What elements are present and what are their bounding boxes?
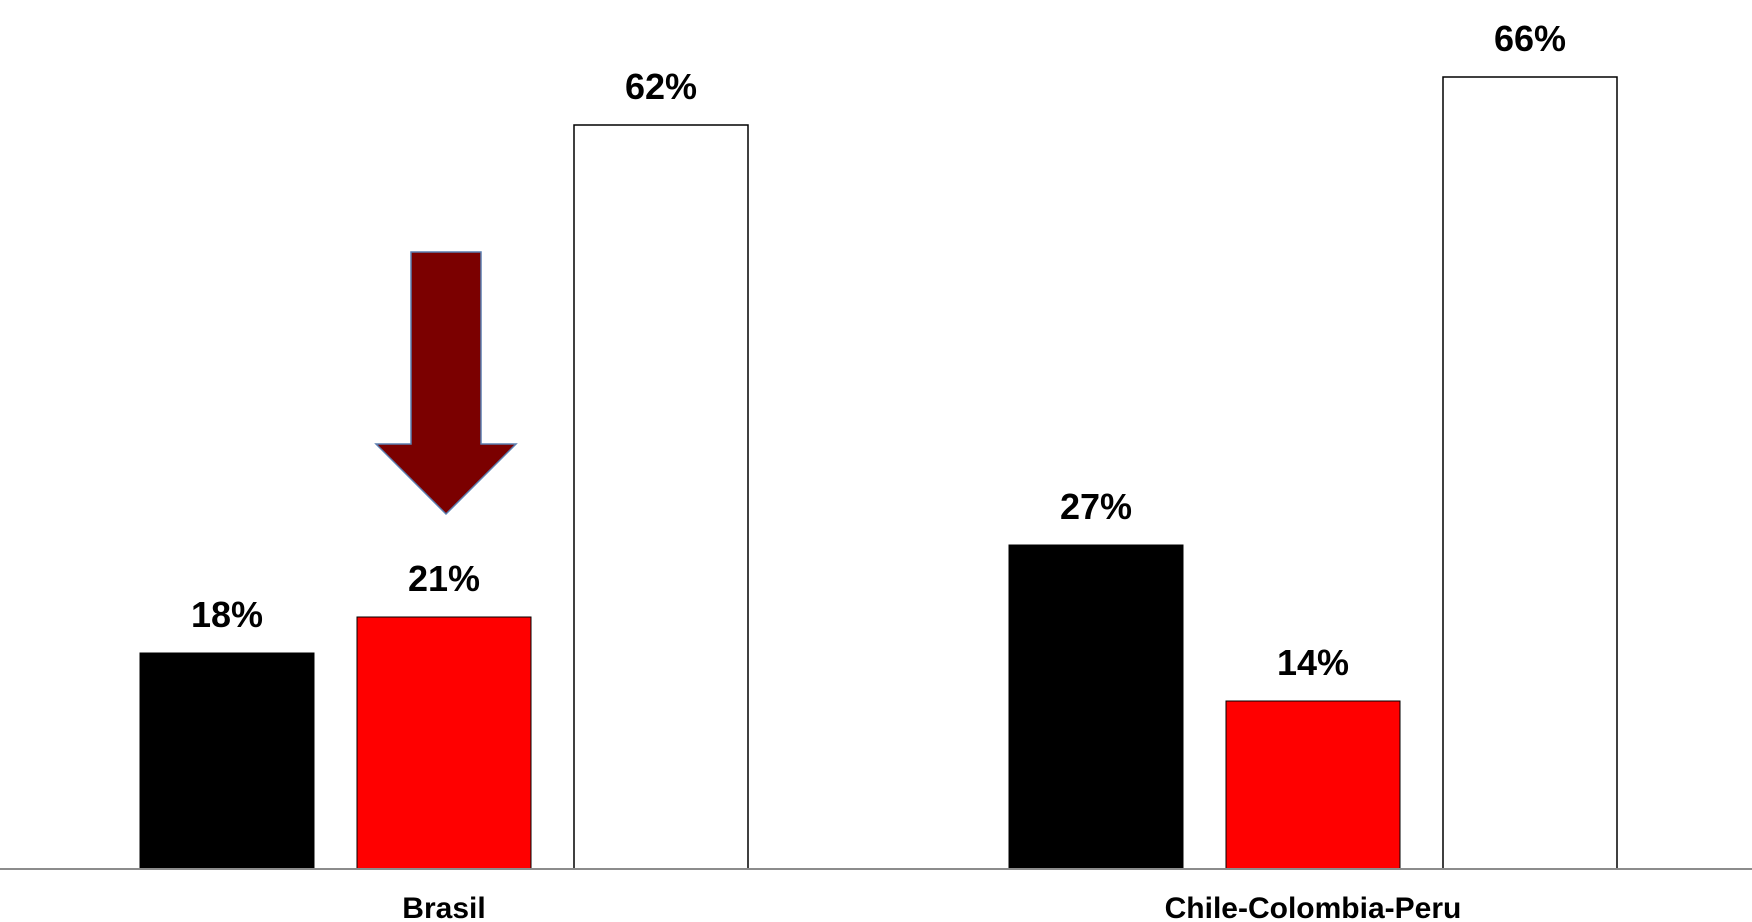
bar-brasil-series-3	[573, 124, 749, 870]
bar-chile-colombia-peru-series-3	[1442, 76, 1618, 870]
data-label: 27%	[1060, 486, 1132, 527]
category-label: Brasil	[402, 892, 485, 922]
bar-brasil-series-2	[356, 616, 532, 870]
value-labels-layer: 18% 21% 62% 27% 14% 66%	[191, 18, 1566, 683]
bars-layer	[139, 76, 1618, 870]
data-label: 18%	[191, 594, 263, 635]
data-label: 14%	[1277, 642, 1349, 683]
annotation-layer	[374, 251, 518, 516]
data-label: 66%	[1494, 18, 1566, 59]
bar-chile-colombia-peru-series-2	[1225, 700, 1401, 870]
category-labels-layer: Brasil Chile-Colombia-Peru	[402, 892, 1461, 922]
bar-chile-colombia-peru-series-1	[1008, 544, 1184, 870]
bar-brasil-series-1	[139, 652, 315, 870]
data-label: 62%	[625, 66, 697, 107]
down-arrow-icon	[374, 251, 518, 516]
category-label: Chile-Colombia-Peru	[1165, 892, 1462, 922]
data-label: 21%	[408, 558, 480, 599]
